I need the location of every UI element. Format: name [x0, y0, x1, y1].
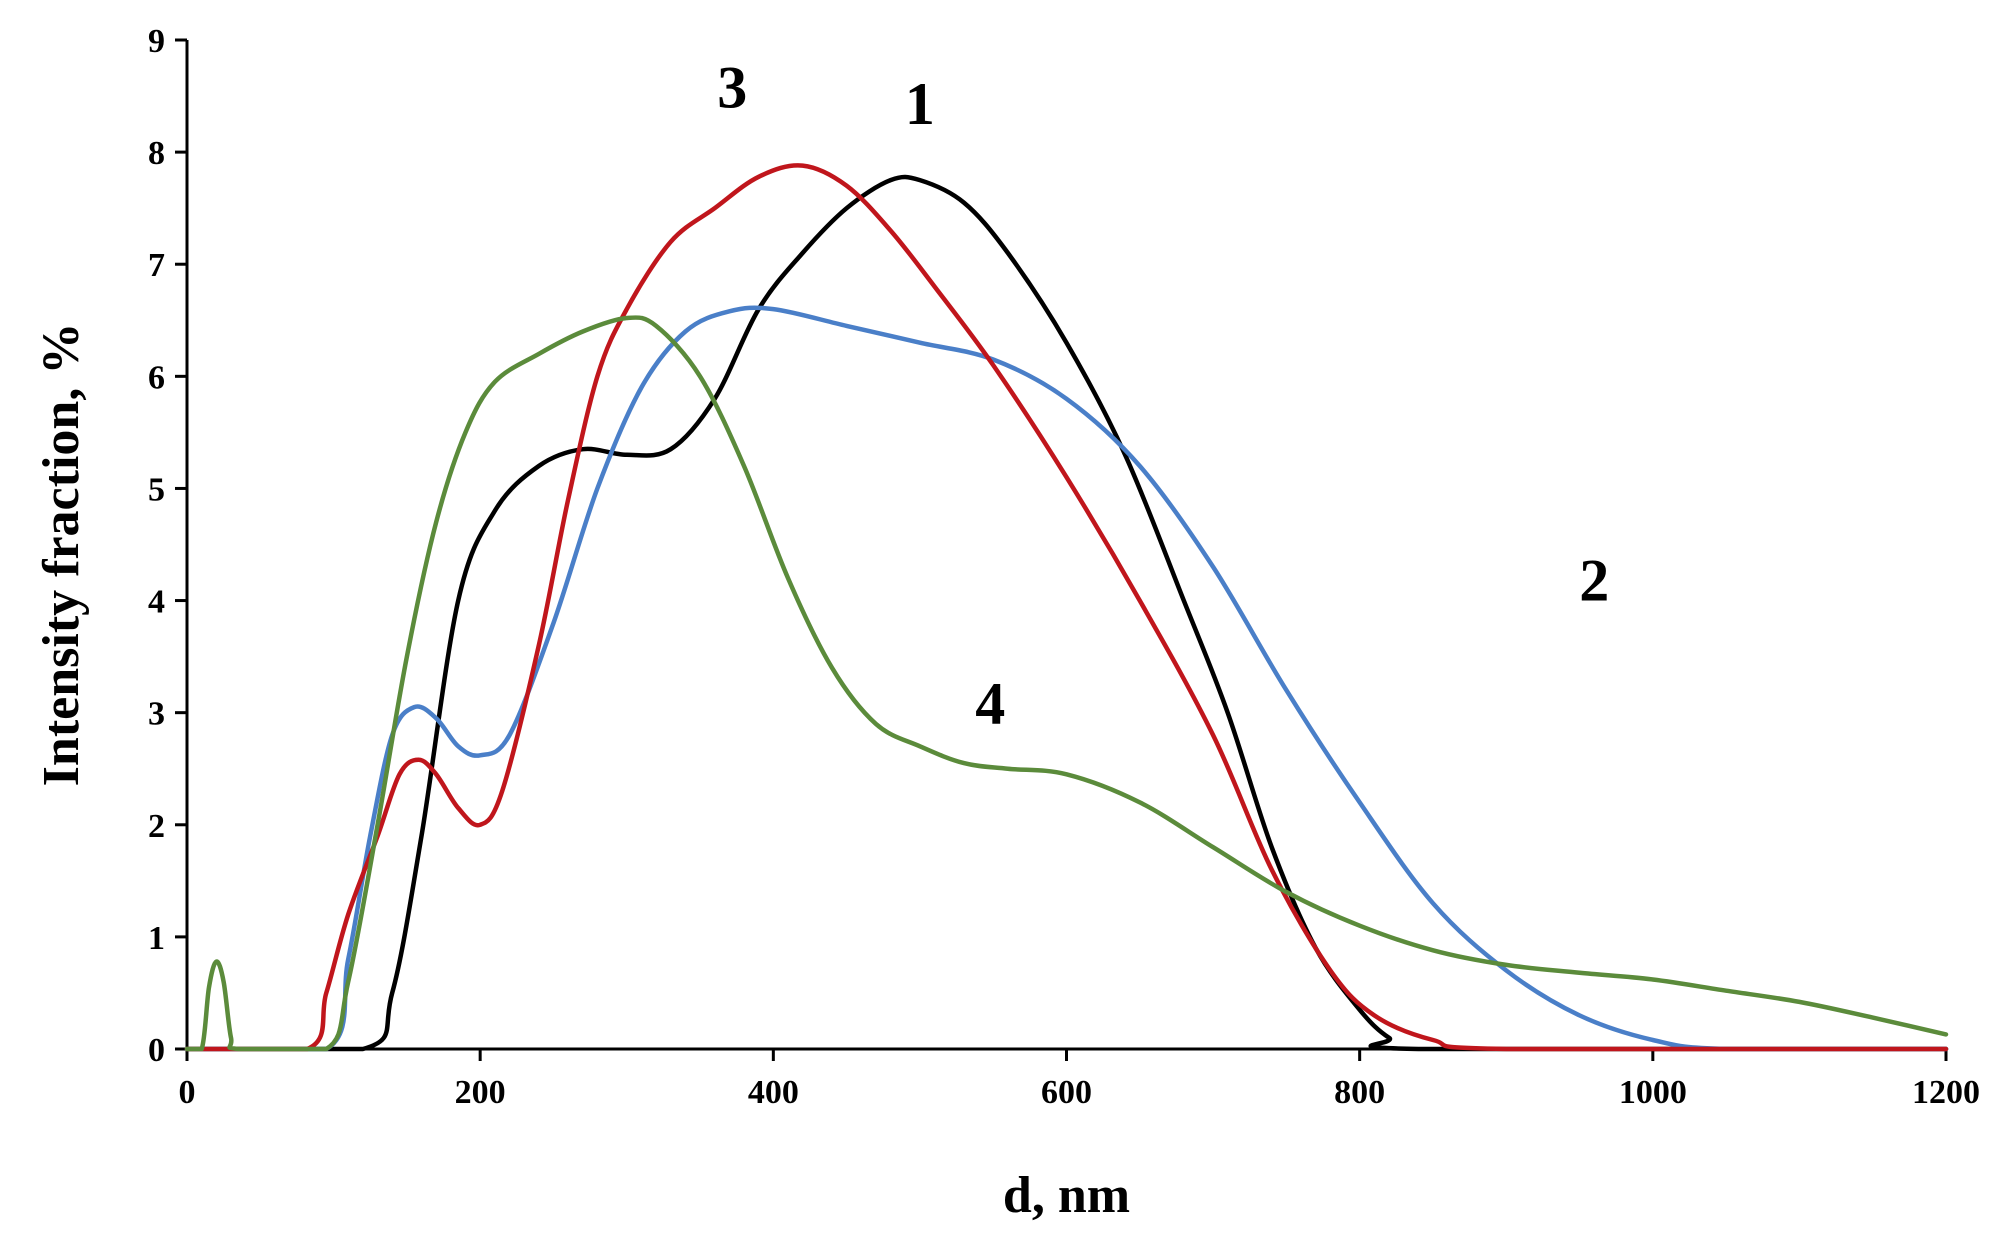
series-line-1: [184, 174, 1949, 1052]
x-tick-label: 800: [1334, 1074, 1385, 1111]
axes: [185, 40, 1946, 1051]
y-tick-label: 9: [148, 23, 165, 60]
series-lines: [184, 163, 1949, 1052]
x-tick-label: 200: [455, 1074, 506, 1111]
y-tick-label: 7: [148, 247, 165, 284]
series-line-4: [184, 315, 1949, 1052]
y-tick-label: 4: [148, 584, 165, 621]
curve-label-3: 3: [717, 54, 747, 120]
curve-label-2: 2: [1579, 548, 1609, 614]
x-axis-title: d, nm: [1003, 1167, 1130, 1224]
y-tick-label: 8: [148, 135, 165, 172]
curve-label-1: 1: [905, 71, 935, 137]
y-tick-label: 3: [148, 696, 165, 733]
y-tick-label: 5: [148, 471, 165, 508]
x-tick-label: 600: [1041, 1074, 1092, 1111]
y-ticks: 0 1 2 3 4 5 6 7 8 9: [148, 23, 187, 1069]
y-tick-label: 0: [148, 1032, 165, 1069]
curve-label-4: 4: [975, 671, 1005, 737]
x-ticks: 0 200 400 600 800 1000 1200: [179, 1049, 1980, 1111]
y-tick-label: 1: [148, 920, 165, 957]
x-tick-label: 1200: [1912, 1074, 1980, 1111]
x-tick-label: 0: [179, 1074, 196, 1111]
series-line-2: [184, 305, 1949, 1052]
curve-labels: 1 2 3 4: [717, 54, 1609, 737]
x-tick-label: 400: [748, 1074, 799, 1111]
x-tick-label: 1000: [1619, 1074, 1687, 1111]
series-line-3: [184, 163, 1949, 1052]
y-axis-title: Intensity fraction, %: [33, 323, 90, 787]
y-tick-label: 6: [148, 359, 165, 396]
y-tick-label: 2: [148, 808, 165, 845]
